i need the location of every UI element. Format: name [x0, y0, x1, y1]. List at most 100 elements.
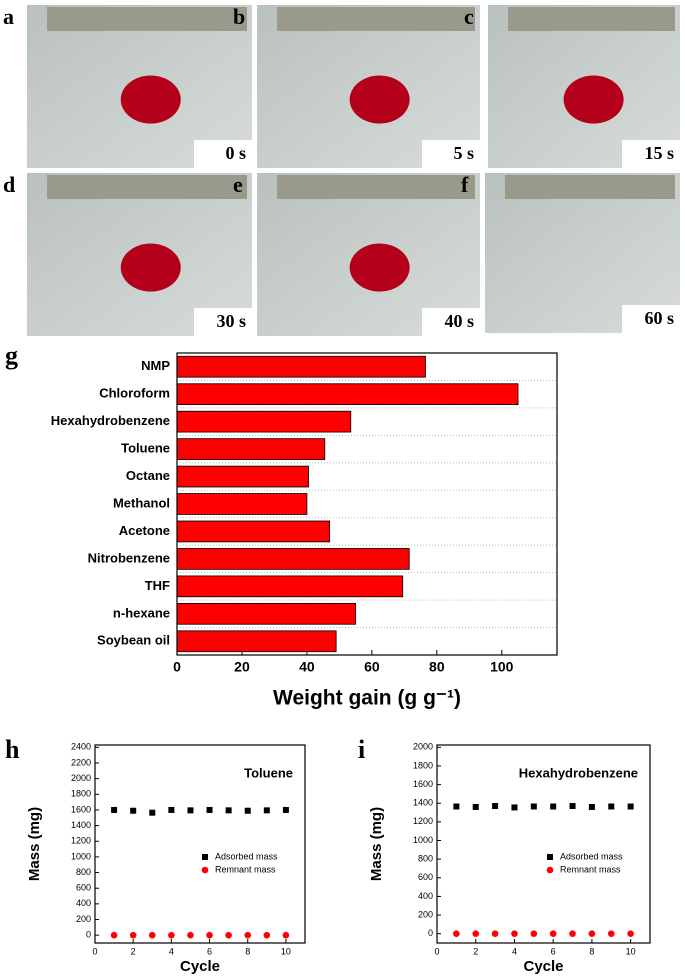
x-tick-label: 10	[281, 946, 291, 956]
x-axis-title: Cycle	[523, 958, 563, 975]
point	[549, 930, 557, 937]
liquid-stain	[563, 75, 624, 124]
x-tick-label: 2	[473, 946, 478, 956]
time-box	[622, 305, 680, 333]
y-tick-label: n-hexane	[113, 605, 170, 620]
ruler	[277, 7, 475, 31]
y-tick-label: 1200	[413, 816, 433, 826]
point	[168, 806, 175, 813]
liquid-stain	[349, 75, 410, 124]
x-tick-label: 60	[364, 659, 380, 675]
panel-label: a	[3, 4, 14, 29]
point	[627, 930, 634, 937]
ruler	[47, 7, 247, 31]
point	[511, 804, 518, 811]
plot-frame	[94, 744, 306, 944]
bar	[176, 355, 426, 378]
x-tick-label: 4	[169, 946, 174, 956]
point	[530, 930, 538, 937]
point	[148, 931, 156, 939]
y-tick-label: 200	[76, 914, 91, 924]
point	[569, 803, 576, 810]
point	[511, 930, 518, 937]
y-tick-label: Nitrobenzene	[88, 550, 170, 565]
legend-marker	[202, 854, 208, 860]
time-label: 5 s	[453, 143, 474, 163]
point	[282, 931, 290, 939]
legend-marker	[201, 866, 209, 874]
y-tick-label: NMP	[141, 358, 170, 373]
y-tick-label: 2000	[413, 742, 433, 752]
x-tick-label: 40	[299, 659, 315, 675]
y-tick-label: 400	[418, 891, 433, 901]
y-tick-label: Chloroform	[99, 386, 170, 401]
time-box	[194, 308, 252, 336]
y-tick-label: 600	[418, 872, 433, 882]
bar	[176, 465, 309, 488]
bar	[176, 630, 337, 653]
panel-label: d	[3, 172, 15, 197]
time-box	[422, 308, 480, 336]
point	[263, 807, 270, 814]
point	[588, 930, 596, 937]
panel-label: b	[233, 4, 245, 29]
y-tick-label: 1800	[413, 760, 433, 770]
x-tick-label: 0	[434, 946, 439, 956]
y-tick-label: Toluene	[121, 441, 170, 456]
x-tick-label: 10	[626, 946, 636, 956]
point	[282, 806, 289, 813]
ruler	[277, 175, 475, 199]
point	[453, 930, 460, 937]
annotation: Hexahydrobenzene	[519, 765, 638, 780]
ruler	[505, 175, 675, 199]
point	[491, 930, 499, 937]
plot-frame	[176, 352, 558, 656]
y-tick-label: 1400	[413, 798, 433, 808]
x-tick-label: 2	[131, 946, 136, 956]
panel-label: c	[464, 4, 474, 29]
y-tick-label: 400	[76, 898, 91, 908]
panel-label: f	[461, 172, 469, 197]
point	[453, 803, 460, 810]
y-tick-label: 800	[418, 854, 433, 864]
time-label: 0 s	[225, 143, 246, 163]
x-tick-label: 4	[512, 946, 517, 956]
x-tick-label: 100	[490, 659, 514, 675]
y-tick-label: Methanol	[113, 495, 170, 510]
liquid-stain	[120, 75, 181, 124]
y-tick-label: 2400	[71, 742, 91, 752]
legend-label: Remnant mass	[215, 864, 276, 874]
y-tick-label: 0	[86, 930, 91, 940]
y-tick-label: 1400	[71, 820, 91, 830]
bar	[176, 493, 308, 515]
y-axis-title: Mass (mg)	[26, 807, 43, 881]
time-box	[622, 140, 680, 168]
y-tick-label: 1200	[71, 836, 91, 846]
point	[225, 931, 232, 939]
legend-marker	[546, 866, 554, 874]
point	[569, 930, 576, 937]
point	[472, 930, 480, 937]
y-tick-label: Acetone	[119, 523, 170, 538]
point	[627, 803, 634, 810]
y-tick-label: 1000	[71, 851, 91, 861]
point	[550, 803, 557, 810]
liquid-stain	[349, 243, 410, 292]
bar	[176, 602, 357, 625]
y-tick-label: 2000	[71, 773, 91, 783]
y-tick-label: 1000	[413, 835, 433, 845]
point	[607, 930, 615, 937]
point	[149, 809, 156, 816]
bar	[176, 438, 326, 460]
point	[111, 806, 118, 813]
panel-label: h	[5, 735, 20, 764]
x-tick-label: 0	[173, 659, 181, 675]
legend-label: Adsorbed mass	[215, 851, 278, 861]
panel-label: e	[233, 172, 243, 197]
point	[608, 803, 615, 810]
point	[187, 931, 194, 939]
plot-frame	[436, 744, 651, 944]
ruler	[508, 7, 675, 31]
